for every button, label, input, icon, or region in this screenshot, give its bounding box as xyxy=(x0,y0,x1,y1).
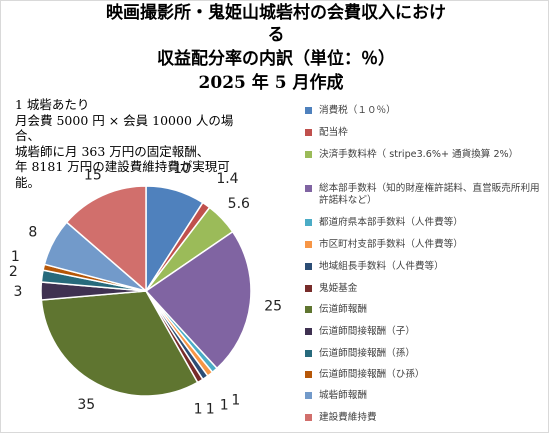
note-line: 月会費 5000 円 × 会員 10000 人の場 xyxy=(15,112,234,128)
legend-swatch xyxy=(305,241,312,248)
chart-title-line-4: 2025 年 5 月作成 xyxy=(198,73,344,93)
legend-swatch xyxy=(305,263,312,270)
legend-swatch xyxy=(305,129,312,136)
chart-title-line-1: 映画撮影所・鬼姫山城砦村の会費収入におけ xyxy=(106,3,446,23)
legend-swatch xyxy=(305,328,312,335)
legend-label: 配当枠 xyxy=(319,127,348,138)
chart-title-line-2: る xyxy=(267,25,285,45)
legend-label: 消費税（１０％） xyxy=(319,105,396,116)
legend-label: 伝道師報酬 xyxy=(319,304,367,315)
legend-label: 伝道師間接報酬（孫） xyxy=(319,348,415,359)
pie-slice xyxy=(40,290,199,397)
note-line: 合、 xyxy=(15,128,41,143)
pie-data-label: 1.4 xyxy=(216,171,238,187)
pie-data-label: 2 xyxy=(9,264,18,280)
legend-swatch xyxy=(305,219,312,226)
legend-swatch xyxy=(305,414,312,421)
legend-swatch xyxy=(305,371,312,378)
note-line: 城砦師に月 363 万円の固定報酬、 xyxy=(15,143,210,159)
legend-label: 都道府県本部手数料（人件費等） xyxy=(319,217,463,228)
pie-data-label: 1 xyxy=(231,393,240,409)
legend-swatch xyxy=(305,151,312,158)
note-line: 1 城砦あたり xyxy=(15,97,90,112)
pie-data-label: 1 xyxy=(11,249,20,265)
legend-swatch xyxy=(305,185,312,192)
pie-slice xyxy=(144,230,252,370)
legend-label: 建設費維持費 xyxy=(319,412,377,423)
note-line: 年 8181 万円の建設費維持費が実現可 xyxy=(15,159,230,174)
legend-label: 伝道師間接報酬（ひ孫） xyxy=(319,369,425,380)
pie-data-label: 5.6 xyxy=(228,196,250,212)
legend-label: 城砦師報酬 xyxy=(319,390,367,401)
legend-label: 市区町村支部手数料（人件費等） xyxy=(319,239,463,250)
pie-data-label: 25 xyxy=(264,299,282,315)
legend-swatch xyxy=(305,285,312,292)
legend-label: 鬼姫基金 xyxy=(319,283,358,294)
chart-title-line-3: 収益配分率の内訳（単位：％） xyxy=(157,49,395,69)
legend-swatch xyxy=(305,107,312,114)
legend-swatch xyxy=(305,392,312,399)
legend-label: 伝道師間接報酬（子） xyxy=(319,326,415,337)
pie-slice xyxy=(65,185,147,293)
pie-data-label: 1 xyxy=(220,397,229,413)
chart-note: 1 城砦あたり 月会費 5000 円 × 会員 10000 人の場 合、 城砦師… xyxy=(15,97,300,190)
pie-data-label: 35 xyxy=(77,397,95,413)
legend-swatch xyxy=(305,306,312,313)
legend-label: 総本部手数料（知的財産権許諾料、直営販売所利用許諾料など） xyxy=(319,183,540,206)
pie-data-label: 1 xyxy=(194,402,203,418)
legend-swatch xyxy=(305,350,312,357)
pie-data-label: 8 xyxy=(28,224,37,240)
pie-data-label: 1 xyxy=(206,402,215,418)
pie-data-label: 10 xyxy=(173,161,191,177)
note-line: 能。 xyxy=(15,174,41,190)
pie-data-label: 3 xyxy=(14,284,23,300)
legend-label: 決済手数料枠（ stripe3.6%+ 通貨換算 2%） xyxy=(319,149,519,160)
pie-data-label: 15 xyxy=(84,168,102,184)
legend-label: 地域組長手数料（人件費等） xyxy=(319,261,444,272)
